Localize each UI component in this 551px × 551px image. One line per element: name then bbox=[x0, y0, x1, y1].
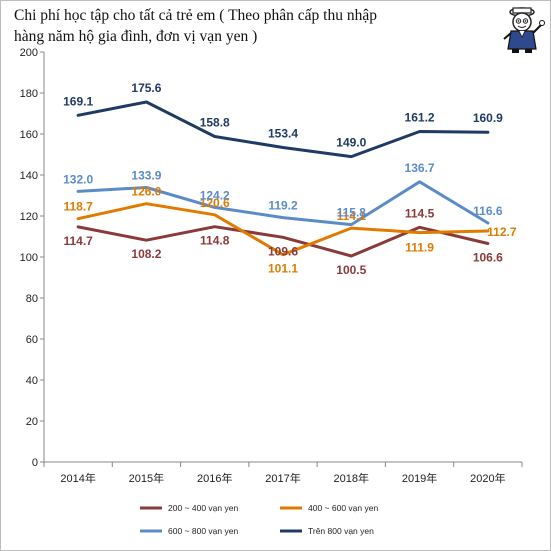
y-tick-label: 40 bbox=[26, 375, 38, 387]
legend: 200 ~ 400 vạn yen 400 ~ 600 vạn yen 600 ~ … bbox=[140, 503, 378, 536]
data-label: 175.6 bbox=[131, 81, 161, 95]
data-labels: 114.7 108.2 114.8 109.6 100.5 114.5 106.6 118.7… bbox=[63, 81, 517, 277]
data-label: 114.1 bbox=[337, 209, 367, 223]
y-tick-label: 20 bbox=[26, 416, 38, 428]
data-label: 169.1 bbox=[63, 94, 93, 108]
legend-label: 200 ~ 400 vạn yen bbox=[168, 503, 238, 513]
series-line-3 bbox=[76, 180, 490, 227]
y-tick-label: 120 bbox=[20, 211, 38, 223]
data-label: 114.8 bbox=[200, 234, 230, 248]
chart-title-line-2: hàng năm hộ gia đình, đơn vị vạn yen ) bbox=[14, 28, 258, 45]
data-label: 136.7 bbox=[405, 161, 435, 175]
data-label: 111.9 bbox=[405, 241, 434, 255]
data-label: 106.6 bbox=[473, 250, 503, 264]
data-label: 118.7 bbox=[63, 200, 93, 214]
x-tick-label: 2019年 bbox=[402, 471, 437, 485]
legend-label: 400 ~ 600 vạn yen bbox=[308, 503, 378, 513]
data-label: 119.2 bbox=[268, 199, 298, 213]
data-label: 109.6 bbox=[268, 244, 298, 258]
data-label: 101.1 bbox=[268, 262, 298, 276]
cartoon-student-mascot-icon bbox=[503, 7, 545, 53]
data-label: 160.9 bbox=[473, 111, 503, 125]
series-lines bbox=[76, 100, 490, 258]
y-axis: 0 20 40 60 80 100 120 140 160 180 200 bbox=[20, 47, 45, 469]
series-line-1 bbox=[76, 225, 490, 258]
data-label: 126.0 bbox=[131, 185, 161, 199]
series-line-2 bbox=[76, 202, 490, 257]
data-label: 153.4 bbox=[268, 127, 298, 141]
x-tick-label: 2015年 bbox=[129, 471, 164, 485]
data-label: 161.2 bbox=[405, 111, 435, 125]
data-label: 158.8 bbox=[200, 115, 230, 129]
chart-title-line-1: Chi phí học tập cho tất cả trẻ em ( Theo… bbox=[14, 7, 377, 24]
data-label: 108.2 bbox=[131, 247, 161, 261]
data-label: 120.6 bbox=[200, 196, 230, 210]
data-label: 114.5 bbox=[405, 206, 435, 220]
x-tick-label: 2020年 bbox=[470, 471, 505, 485]
data-label: 100.5 bbox=[336, 263, 366, 277]
series-line-4 bbox=[76, 100, 490, 159]
y-tick-label: 100 bbox=[20, 252, 38, 264]
y-tick-label: 160 bbox=[20, 129, 38, 141]
data-label: 149.0 bbox=[336, 136, 366, 150]
y-tick-label: 200 bbox=[20, 47, 38, 59]
x-tick-label: 2014年 bbox=[60, 471, 95, 485]
data-label: 124.2 bbox=[200, 188, 230, 202]
data-label: 133.9 bbox=[131, 169, 161, 183]
x-axis: 2014年 2015年 2016年 2017年 2018年 2019年 2020年 bbox=[43, 461, 523, 485]
y-tick-label: 80 bbox=[26, 293, 38, 305]
y-tick-label: 60 bbox=[26, 334, 38, 346]
x-tick-label: 2016年 bbox=[197, 471, 232, 485]
y-tick-label: 0 bbox=[32, 457, 38, 469]
data-label: 112.7 bbox=[487, 225, 517, 239]
x-tick-label: 2018年 bbox=[334, 471, 369, 485]
y-tick-label: 180 bbox=[20, 88, 38, 100]
y-tick-label: 140 bbox=[20, 170, 38, 182]
data-label: 115.8 bbox=[337, 206, 367, 220]
data-label: 116.6 bbox=[473, 204, 503, 218]
data-label: 114.7 bbox=[63, 234, 93, 248]
legend-label: 600 ~ 800 vạn yen bbox=[168, 526, 238, 536]
legend-label: Trên 800 vạn yen bbox=[308, 526, 374, 536]
chart-title: Chi phí học tập cho tất cả trẻ em ( Theo… bbox=[14, 5, 494, 47]
data-label: 132.0 bbox=[63, 172, 93, 186]
x-tick-label: 2017年 bbox=[265, 471, 300, 485]
